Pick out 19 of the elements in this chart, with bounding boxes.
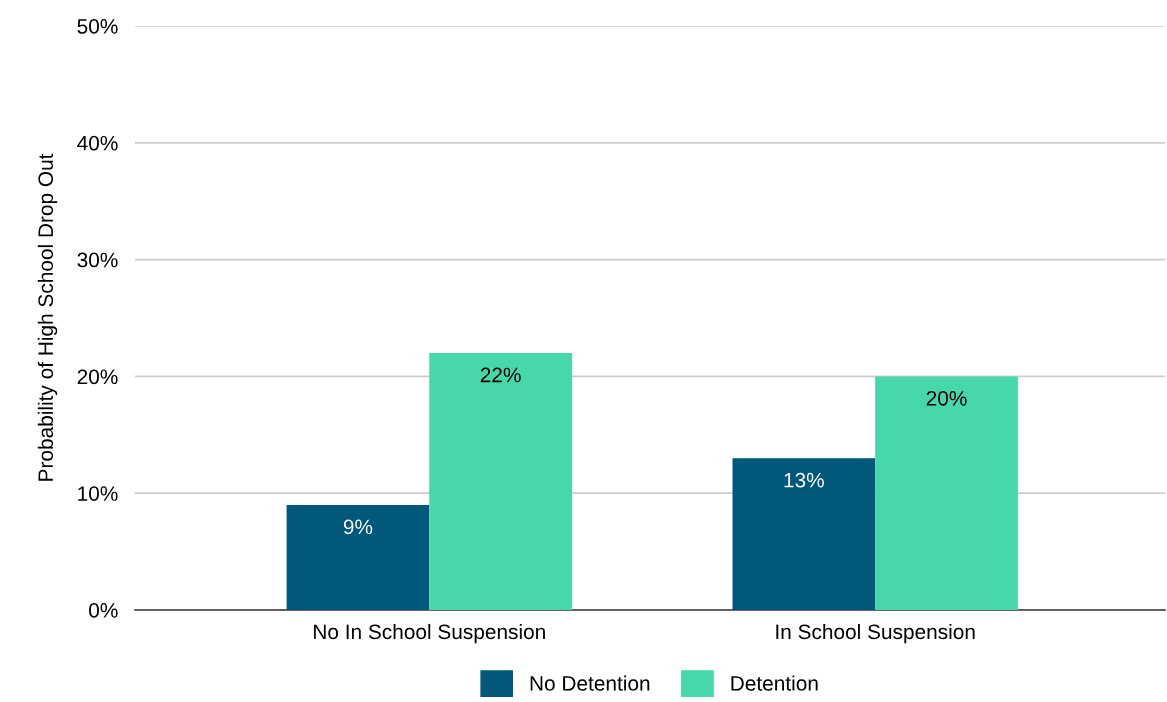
legend-label: No Detention xyxy=(530,675,650,691)
data-label: 20% xyxy=(926,390,967,406)
y-tick-label: 30% xyxy=(77,252,118,268)
y-tick-label: 40% xyxy=(77,135,118,151)
y-tick-label: 50% xyxy=(77,19,118,34)
y-tick-label: 0% xyxy=(89,603,118,618)
bar xyxy=(429,353,572,610)
bar xyxy=(875,376,1018,610)
data-label: 13% xyxy=(784,472,824,488)
x-tick-label: No In School Suspension xyxy=(314,623,545,644)
y-axis-title: Probability of High School Drop Out xyxy=(37,153,58,481)
legend-label: Detention xyxy=(731,675,818,691)
data-label: 22% xyxy=(480,367,521,383)
x-tick-label: In School Suspension xyxy=(776,623,975,644)
y-tick-label: 10% xyxy=(78,486,118,501)
y-tick-label: 20% xyxy=(77,369,118,385)
data-label: 9% xyxy=(343,519,373,535)
bar xyxy=(286,504,430,610)
bar xyxy=(732,458,876,610)
